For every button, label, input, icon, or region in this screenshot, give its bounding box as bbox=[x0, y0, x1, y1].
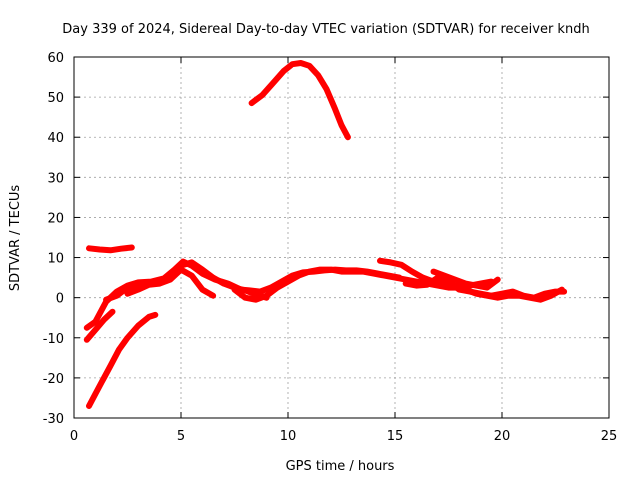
chart-title: Day 339 of 2024, Sidereal Day-to-day VTE… bbox=[62, 22, 589, 37]
x-tick-label: 15 bbox=[387, 429, 404, 444]
series-line-track-4 bbox=[83, 308, 116, 343]
y-tick-label: 60 bbox=[47, 51, 64, 66]
x-tick-label: 10 bbox=[280, 429, 297, 444]
y-tick-label: 30 bbox=[47, 171, 64, 186]
x-tick-label: 20 bbox=[494, 429, 511, 444]
series-line-track-6 bbox=[103, 259, 270, 303]
x-tick-label: 0 bbox=[70, 429, 78, 444]
x-axis-label: GPS time / hours bbox=[286, 459, 395, 474]
y-tick-label: 0 bbox=[56, 292, 64, 307]
x-tick-label: 5 bbox=[177, 429, 185, 444]
y-axis-label: SDTVAR / TECUs bbox=[8, 185, 23, 292]
y-tick-label: 50 bbox=[47, 91, 64, 106]
series-line-track-8 bbox=[231, 266, 495, 303]
y-tick-label: 40 bbox=[47, 131, 64, 146]
series-line-track-7 bbox=[124, 266, 217, 299]
series-line-track-2 bbox=[86, 244, 135, 254]
plot-frame bbox=[73, 56, 610, 419]
y-tick-label: -30 bbox=[43, 412, 64, 427]
axis-ticks: 0 5 10 15 20 25 -30 -20 -10 0 10 20 30 40 50 60 bbox=[43, 51, 618, 444]
y-tick-label: -10 bbox=[43, 332, 64, 347]
series-line-track-10 bbox=[402, 274, 568, 301]
plot-series bbox=[83, 60, 568, 409]
series-line-track-1 bbox=[248, 60, 351, 141]
y-tick-label: 20 bbox=[47, 211, 64, 226]
y-tick-label: -20 bbox=[43, 372, 64, 387]
series-line-track-11 bbox=[430, 268, 501, 291]
grid bbox=[74, 57, 609, 418]
y-tick-label: 10 bbox=[47, 252, 64, 267]
x-tick-label: 25 bbox=[601, 429, 618, 444]
series-line-track-3 bbox=[86, 311, 159, 409]
